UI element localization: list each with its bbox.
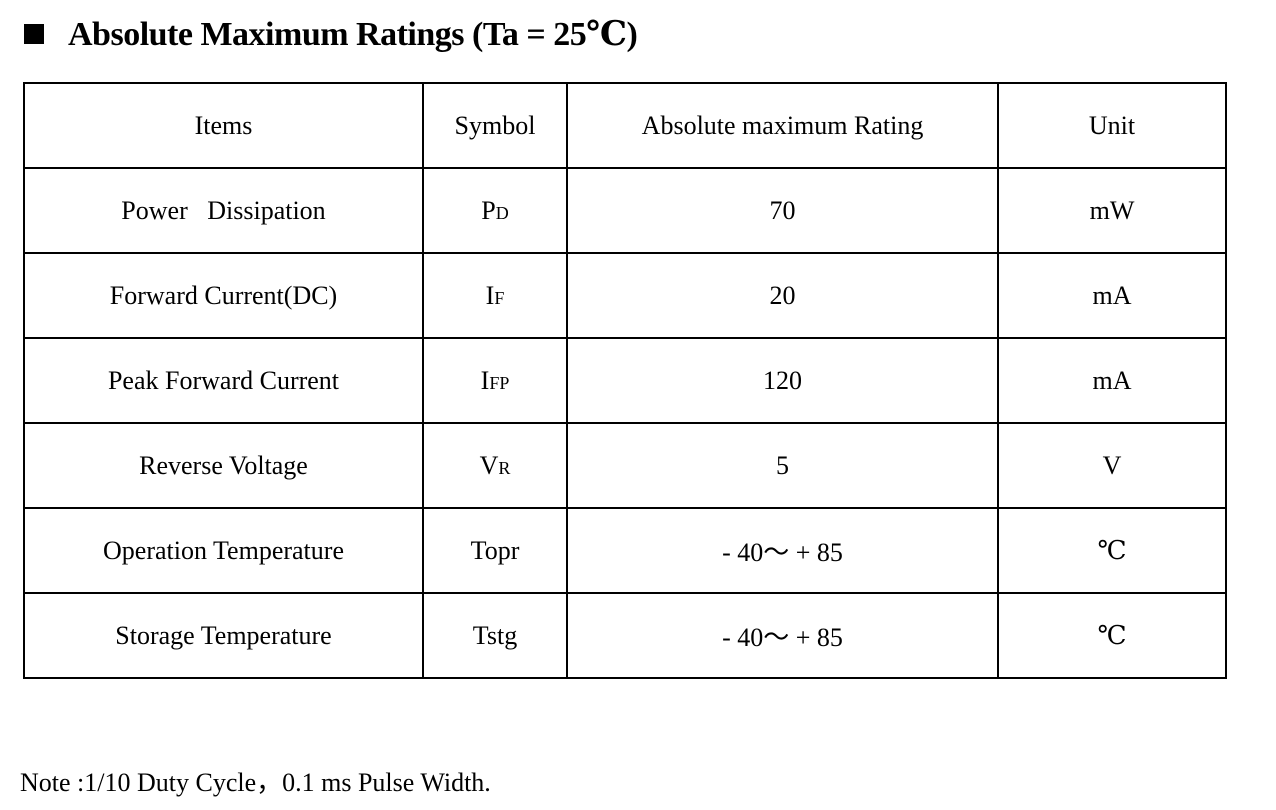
table-row: Reverse Voltage VR 5 V — [23, 422, 1227, 509]
note: Note :1/10 Duty Cycle，0.1 ms Pulse Width… — [20, 768, 491, 797]
bullet-icon — [24, 24, 44, 44]
unit-cell: ℃ — [997, 507, 1227, 594]
item-cell: Peak Forward Current — [23, 337, 424, 424]
unit-cell: ℃ — [997, 592, 1227, 679]
unit-cell: mA — [997, 252, 1227, 339]
rating-cell: - 40～ + 85 — [566, 592, 999, 679]
symbol-cell: Topr — [422, 507, 568, 594]
title: Absolute Maximum Ratings (Ta = 25℃) — [68, 16, 638, 53]
rating-cell: - 40～ + 85 — [566, 507, 999, 594]
column-header: Unit — [997, 82, 1227, 169]
symbol-sub: D — [495, 202, 509, 223]
table-row: Operation Temperature Topr - 40～ + 85 ℃ — [23, 507, 1227, 594]
symbol-cell: PD — [422, 167, 568, 254]
column-header: Absolute maximum Rating — [566, 82, 999, 169]
symbol-main: P — [481, 195, 496, 225]
symbol-main: Tstg — [472, 620, 518, 650]
item-cell: Reverse Voltage — [23, 422, 424, 509]
item-cell: Operation Temperature — [23, 507, 424, 594]
rating-cell: 70 — [566, 167, 999, 254]
rating-cell: 20 — [566, 252, 999, 339]
symbol-sub: F — [494, 287, 505, 308]
unit-cell: mW — [997, 167, 1227, 254]
table-row: Forward Current(DC) IF 20 mA — [23, 252, 1227, 339]
symbol-cell: IF — [422, 252, 568, 339]
table-row: Power Dissipation PD 70 mW — [23, 167, 1227, 254]
symbol-main: Topr — [470, 535, 520, 565]
table-row: Peak Forward Current IFP 120 mA — [23, 337, 1227, 424]
item-cell: Storage Temperature — [23, 592, 424, 679]
item-cell: Forward Current(DC) — [23, 252, 424, 339]
symbol-main: I — [480, 365, 490, 395]
ratings-table: Items Symbol Absolute maximum Rating Unit Po… — [23, 82, 1227, 679]
symbol-main: I — [485, 280, 495, 310]
symbol-cell: VR — [422, 422, 568, 509]
rating-cell: 5 — [566, 422, 999, 509]
symbol-sub: R — [498, 457, 511, 478]
table-row: Storage Temperature Tstg - 40～ + 85 ℃ — [23, 592, 1227, 679]
item-cell: Power Dissipation — [23, 167, 424, 254]
unit-cell: mA — [997, 337, 1227, 424]
symbol-main: V — [479, 450, 499, 480]
symbol-sub: FP — [489, 372, 510, 393]
header-row: Items Symbol Absolute maximum Rating Unit — [23, 82, 1227, 169]
title-row: Absolute Maximum Ratings (Ta = 25℃) — [24, 12, 638, 56]
symbol-cell: Tstg — [422, 592, 568, 679]
symbol-cell: IFP — [422, 337, 568, 424]
rating-cell: 120 — [566, 337, 999, 424]
column-header: Symbol — [422, 82, 568, 169]
unit-cell: V — [997, 422, 1227, 509]
column-header: Items — [23, 82, 424, 169]
